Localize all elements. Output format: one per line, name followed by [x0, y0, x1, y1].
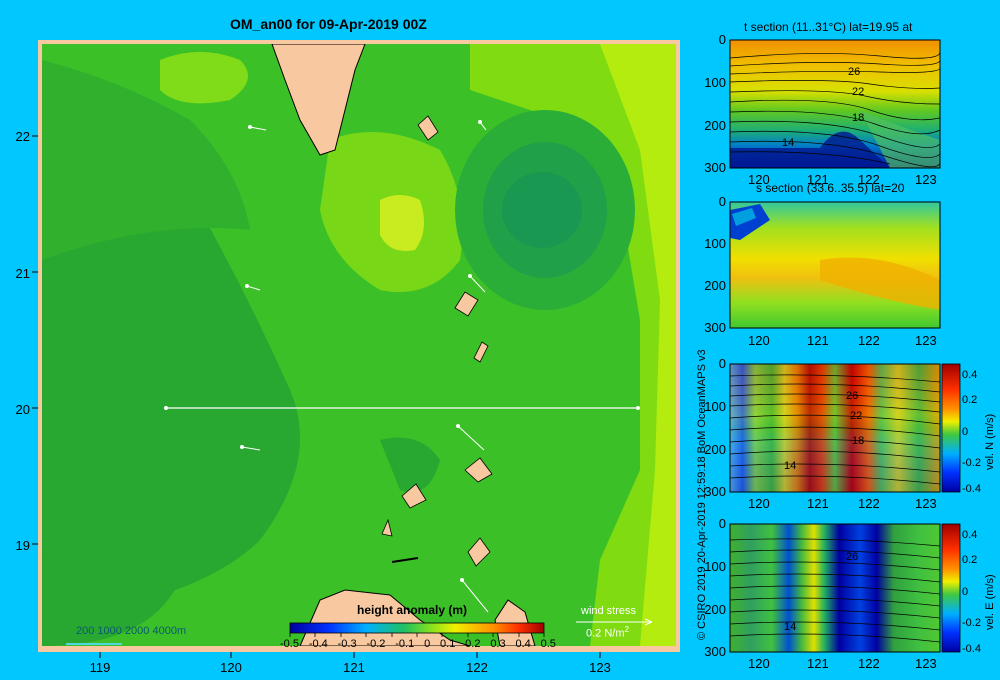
section-panels: [729, 39, 961, 653]
vel-e-panel: [729, 523, 941, 653]
vel-n-panel: [729, 363, 941, 493]
cbar-tick: -0.2: [962, 617, 981, 629]
cbar-tick: 0.4: [962, 369, 978, 381]
vel-n-colorbar: [941, 363, 961, 493]
colorbar-tick: 0.2: [465, 638, 481, 650]
height-anomaly-colorbar: [289, 622, 545, 634]
vel-e-colorbar: [941, 523, 961, 653]
wind-stress-value-text: 0.2 N/m: [586, 627, 625, 640]
ytick: 0: [718, 516, 726, 531]
map-xtick: 122: [466, 660, 488, 675]
colorbar-tick: 0: [424, 638, 431, 650]
ytick: 200: [704, 442, 726, 457]
xtick: 120: [748, 496, 770, 511]
map-xtick: 121: [343, 660, 365, 675]
colorbar-tick: 0.1: [440, 638, 456, 650]
contour-label: 14: [784, 460, 797, 472]
colorbar-tick-labels: -0.5 -0.4 -0.3 -0.2 -0.1 0 0.1 0.2 0.3 0…: [280, 638, 556, 650]
depth-legend: 200 1000 2000 4000m: [76, 625, 187, 637]
colorbar-tick: -0.2: [366, 638, 386, 650]
ytick: 300: [704, 320, 726, 335]
cbar-tick: 0: [962, 586, 969, 598]
ytick: 200: [704, 602, 726, 617]
ytick: 300: [704, 644, 726, 659]
xtick: 123: [915, 656, 937, 671]
contour-label: 26: [848, 66, 861, 78]
map-ytick: 20: [16, 402, 30, 417]
xtick: 123: [915, 496, 937, 511]
wind-stress-value: 0.2 N/m2: [586, 625, 629, 640]
map-xtick: 120: [220, 660, 242, 675]
ytick: 100: [704, 75, 726, 90]
cbar-tick: 0.2: [962, 554, 978, 566]
cbar-tick: -0.4: [962, 643, 981, 655]
ytick: 0: [718, 356, 726, 371]
ytick: 100: [704, 236, 726, 251]
vel-n-label: vel. N (m/s): [984, 413, 996, 470]
main-map: 119 120 121 122 123 22 21 20 19: [16, 40, 680, 675]
s-section-title: s section (33.6..35.5) lat=20: [756, 181, 905, 195]
cbar-tick: -0.4: [962, 483, 981, 495]
contour-label: 14: [784, 621, 797, 633]
xtick: 122: [858, 333, 880, 348]
xtick: 120: [748, 656, 770, 671]
wind-stress-arrows: [240, 120, 489, 613]
colorbar-tick: 0.3: [490, 638, 506, 650]
map-ytick: 22: [16, 129, 30, 144]
xtick: 121: [807, 172, 829, 187]
map-title: OM_an00 for 09-Apr-2019 00Z: [230, 16, 427, 32]
contour-label: 18: [852, 112, 865, 124]
vel-e-label: vel. E (m/s): [984, 574, 996, 630]
wind-stress-label: wind stress: [581, 605, 637, 617]
s-section-panel: [729, 201, 941, 329]
xtick: 122: [858, 656, 880, 671]
map-ytick: 19: [16, 538, 30, 553]
colorbar-tick: -0.1: [395, 638, 415, 650]
colorbar-tick: -0.4: [308, 638, 328, 650]
ytick: 0: [718, 32, 726, 47]
wind-stress-exponent: 2: [624, 625, 629, 634]
xtick: 121: [807, 656, 829, 671]
ytick: 100: [704, 399, 726, 414]
contour-label: 18: [852, 435, 865, 447]
xtick: 120: [748, 172, 770, 187]
contour-label: 22: [852, 86, 865, 98]
ytick: 200: [704, 278, 726, 293]
colorbar-title: height anomaly (m): [357, 603, 468, 617]
contour-label: 26: [846, 390, 859, 402]
ytick: 200: [704, 118, 726, 133]
cbar-tick: 0: [962, 426, 969, 438]
ytick: 300: [704, 484, 726, 499]
xtick: 123: [915, 172, 937, 187]
ytick: 0: [718, 194, 726, 209]
colorbar-tick: -0.3: [337, 638, 357, 650]
xtick: 120: [748, 333, 770, 348]
map-xtick: 119: [90, 660, 111, 675]
t-section-panel: [729, 39, 941, 169]
cbar-tick: 0.4: [962, 529, 978, 541]
xtick: 121: [807, 496, 829, 511]
colorbar-tick: 0.5: [540, 638, 556, 650]
xtick: 121: [807, 333, 829, 348]
xtick: 122: [858, 496, 880, 511]
map-xtick: 123: [589, 660, 611, 675]
xtick: 122: [858, 172, 880, 187]
contour-label: 14: [782, 137, 795, 149]
colorbar-tick: 0.4: [515, 638, 531, 650]
cbar-tick: 0.2: [962, 394, 978, 406]
cbar-tick: -0.2: [962, 457, 981, 469]
colorbar-tick: -0.5: [280, 638, 299, 650]
ytick: 100: [704, 559, 726, 574]
t-section-title: t section (11..31°C) lat=19.95 at: [744, 20, 913, 34]
contour-label: 22: [850, 410, 863, 422]
contour-label: 26: [846, 551, 859, 563]
ytick: 300: [704, 160, 726, 175]
map-ytick: 21: [16, 266, 30, 281]
xtick: 123: [915, 333, 937, 348]
